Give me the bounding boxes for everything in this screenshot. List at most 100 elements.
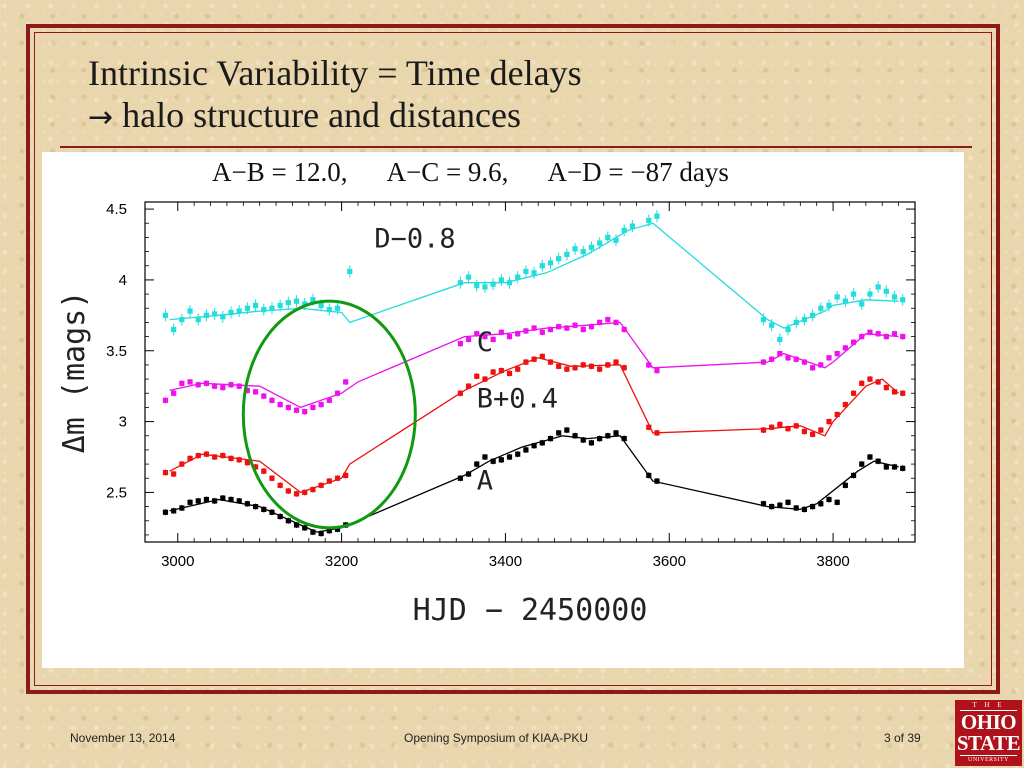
data-point	[523, 447, 529, 453]
data-point	[859, 333, 865, 340]
data-point	[900, 333, 906, 340]
data-point	[179, 380, 185, 386]
data-point	[572, 433, 578, 439]
data-point	[605, 433, 611, 439]
data-point	[506, 333, 513, 340]
x-tick-label: 3600	[653, 553, 686, 570]
figure-panel	[42, 152, 964, 668]
data-point	[236, 383, 242, 389]
data-point	[810, 365, 816, 371]
plot-frame	[144, 201, 916, 543]
data-point	[187, 455, 193, 462]
data-point	[826, 418, 832, 425]
data-point	[490, 369, 496, 375]
data-point	[179, 505, 185, 511]
data-point	[293, 407, 300, 413]
time-delays-text: A−B = 12.0, A−C = 9.6, A−D = −87 days	[212, 157, 729, 187]
data-point	[220, 314, 226, 320]
data-point	[261, 468, 267, 474]
data-point	[556, 256, 562, 262]
data-point	[293, 298, 300, 304]
data-point	[834, 411, 840, 418]
data-point	[597, 240, 603, 246]
data-point	[867, 454, 873, 460]
data-point	[539, 329, 545, 335]
data-point	[457, 341, 463, 347]
series-label: D−0.8	[374, 223, 455, 254]
arrow-right-icon: →	[88, 100, 114, 135]
data-point	[285, 488, 291, 494]
data-point	[867, 376, 873, 382]
data-point	[171, 390, 177, 396]
slide-outer-frame	[26, 24, 1000, 694]
data-point	[318, 401, 324, 408]
data-point	[482, 284, 488, 290]
data-point	[334, 526, 341, 532]
data-point	[269, 305, 275, 311]
data-point	[818, 427, 824, 433]
data-point	[547, 435, 554, 442]
data-point	[310, 297, 316, 303]
data-point	[875, 458, 881, 464]
data-point	[646, 424, 652, 430]
data-point	[482, 376, 488, 382]
data-point	[187, 308, 193, 314]
data-point	[171, 508, 177, 514]
data-point	[891, 464, 898, 470]
data-point	[769, 424, 775, 430]
data-point	[646, 362, 652, 368]
data-point	[498, 277, 504, 283]
data-point	[326, 528, 332, 534]
data-point	[859, 380, 865, 386]
data-point	[613, 430, 619, 436]
data-point	[326, 397, 332, 403]
data-point	[646, 472, 652, 479]
data-point	[564, 325, 570, 331]
data-point	[347, 268, 353, 275]
data-point	[539, 263, 545, 269]
data-point	[842, 401, 848, 408]
data-point	[834, 294, 840, 300]
data-point	[900, 390, 906, 396]
data-point	[769, 503, 775, 510]
data-point	[588, 244, 595, 250]
data-point	[179, 316, 185, 323]
data-point	[801, 428, 808, 435]
data-point	[785, 326, 791, 333]
data-point	[810, 431, 816, 437]
data-point	[220, 495, 226, 501]
footer-event: Opening Symposium of KIAA-PKU	[404, 731, 589, 745]
data-point	[539, 440, 545, 446]
data-point	[465, 383, 472, 389]
data-point	[236, 308, 242, 314]
data-point	[613, 237, 619, 243]
data-point	[277, 401, 283, 408]
data-point	[580, 362, 586, 368]
logo-university: UNIVERSITY	[960, 755, 1017, 763]
data-point	[900, 297, 906, 303]
data-point	[162, 397, 169, 403]
data-point	[498, 367, 504, 374]
data-point	[531, 356, 537, 362]
data-point	[760, 316, 767, 323]
data-point	[212, 383, 218, 389]
data-point	[621, 326, 627, 333]
data-point	[654, 213, 660, 219]
data-point	[465, 336, 472, 343]
data-point	[310, 404, 316, 411]
data-point	[572, 246, 578, 252]
data-point	[515, 331, 521, 337]
slide-inner-frame	[34, 32, 992, 686]
data-point	[810, 503, 816, 510]
data-point	[179, 461, 185, 467]
data-point	[252, 464, 259, 470]
data-point	[171, 326, 177, 333]
data-point	[891, 389, 898, 395]
y-axis-label: Δm (mags)	[57, 291, 92, 454]
data-point	[834, 499, 840, 505]
data-point	[801, 359, 808, 365]
data-point	[252, 302, 259, 309]
data-point	[564, 366, 570, 372]
data-point	[195, 316, 201, 323]
data-point	[220, 384, 226, 391]
